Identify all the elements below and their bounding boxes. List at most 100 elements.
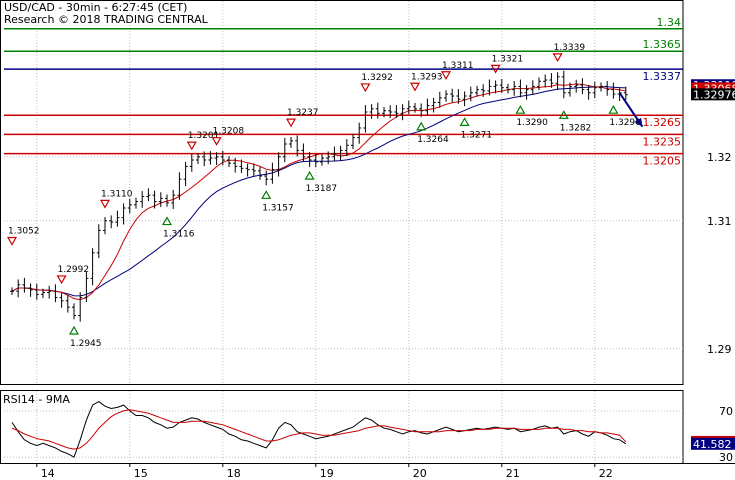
price-bar: [475, 85, 479, 97]
price-bar: [375, 102, 380, 119]
low-label: 1.2945: [70, 339, 102, 349]
price-tag-box: [691, 88, 735, 101]
low-marker-icon: [608, 104, 619, 114]
price-bar: [437, 91, 442, 108]
time-label: 19: [320, 467, 334, 480]
price-bar: [605, 81, 610, 96]
low-label: 1.3290: [609, 118, 641, 128]
price-bar: [115, 210, 120, 227]
low-label: 1.3264: [417, 135, 449, 145]
price-bar: [332, 146, 337, 162]
price-bar: [134, 197, 138, 209]
chart-title: USD/CAD - 30min - 6:27:45 (CET): [4, 1, 188, 14]
high-label: 1.3292: [361, 73, 393, 83]
price-bar: [183, 161, 188, 187]
price-bar: [90, 248, 95, 286]
price-bar: [487, 79, 492, 96]
price-bar: [258, 167, 262, 180]
price-bar: [611, 82, 616, 99]
time-label: 15: [134, 467, 148, 480]
rsi-line: [11, 401, 627, 458]
price-bar: [78, 292, 83, 322]
time-label: 22: [599, 467, 613, 480]
price-bar: [189, 153, 194, 172]
price-bar: [326, 151, 331, 165]
high-marker-icon: [409, 82, 421, 92]
price-bar: [406, 100, 411, 115]
time-label: 20: [413, 467, 427, 480]
low-marker-icon: [261, 190, 272, 199]
price-bar: [493, 80, 498, 94]
time-label: 21: [506, 467, 520, 480]
price-bar: [592, 81, 597, 99]
price-bar: [127, 198, 132, 214]
rsi-ma-line: [11, 409, 627, 450]
price-bar: [208, 151, 213, 165]
price-bar: [53, 284, 58, 303]
high-marker-icon: [360, 83, 371, 93]
low-label: 1.3187: [306, 184, 338, 194]
high-label: 1.3293: [411, 72, 443, 82]
low-marker-icon: [161, 216, 173, 226]
price-bar: [158, 192, 163, 207]
low-marker-icon: [416, 121, 427, 131]
price-bar: [41, 288, 45, 299]
price-bar: [264, 170, 269, 186]
price-bar: [282, 137, 287, 163]
price-bar: [512, 81, 517, 96]
low-label: 1.3282: [560, 123, 592, 133]
price-bar: [10, 287, 14, 296]
price-bar: [276, 152, 281, 177]
price-bar: [574, 79, 579, 93]
level-label: 1.3265: [643, 116, 682, 129]
price-bar: [171, 189, 176, 210]
price-bar: [233, 157, 238, 173]
price-bar: [251, 163, 256, 177]
price-bar: [599, 82, 603, 92]
rsi-tag-last: 41.582: [691, 437, 735, 451]
price-bar: [202, 151, 207, 167]
time-label: 14: [41, 467, 55, 480]
high-marker-icon: [440, 71, 452, 80]
price-axis-label: 1.29: [707, 343, 732, 356]
high-label: 1.3321: [492, 54, 523, 64]
price-bar: [270, 162, 275, 184]
rsi-axis-label: 70: [719, 405, 733, 418]
price-bar: [245, 163, 250, 177]
level-label: 1.3337: [643, 70, 682, 83]
high-label: 1.3237: [287, 108, 319, 118]
high-label: 1.3052: [8, 227, 40, 237]
rsi-tag-label: 41.582: [693, 438, 732, 451]
price-bar: [313, 153, 318, 168]
low-marker-icon: [459, 117, 470, 126]
price-bar: [506, 83, 510, 94]
ma-fast-line: [11, 83, 626, 301]
price-bar: [456, 89, 461, 104]
high-marker-icon: [186, 141, 197, 151]
high-label: 1.2992: [58, 265, 90, 275]
price-bar: [549, 73, 554, 88]
price-bar: [146, 188, 151, 202]
price-bar: [561, 70, 566, 99]
price-bar: [462, 91, 467, 107]
high-marker-icon: [6, 236, 18, 246]
price-bar: [47, 285, 52, 299]
price-bar: [580, 78, 585, 95]
low-marker-icon: [515, 104, 526, 114]
level-label: 1.3365: [643, 38, 682, 51]
price-bar: [289, 136, 293, 148]
research-credit: Research © 2018 TRADING CENTRAL: [4, 13, 208, 26]
price-bar: [34, 283, 39, 300]
price-bar: [382, 106, 386, 118]
price-bar: [103, 216, 107, 235]
price-bar: [320, 154, 324, 166]
price-bar: [413, 103, 417, 113]
price-bar: [419, 103, 424, 117]
high-label: 1.3110: [101, 189, 133, 199]
price-bar: [344, 139, 349, 156]
price-bar: [481, 84, 486, 98]
price-bar: [72, 303, 76, 320]
high-label: 1.3208: [213, 127, 245, 137]
price-bar: [499, 78, 504, 94]
